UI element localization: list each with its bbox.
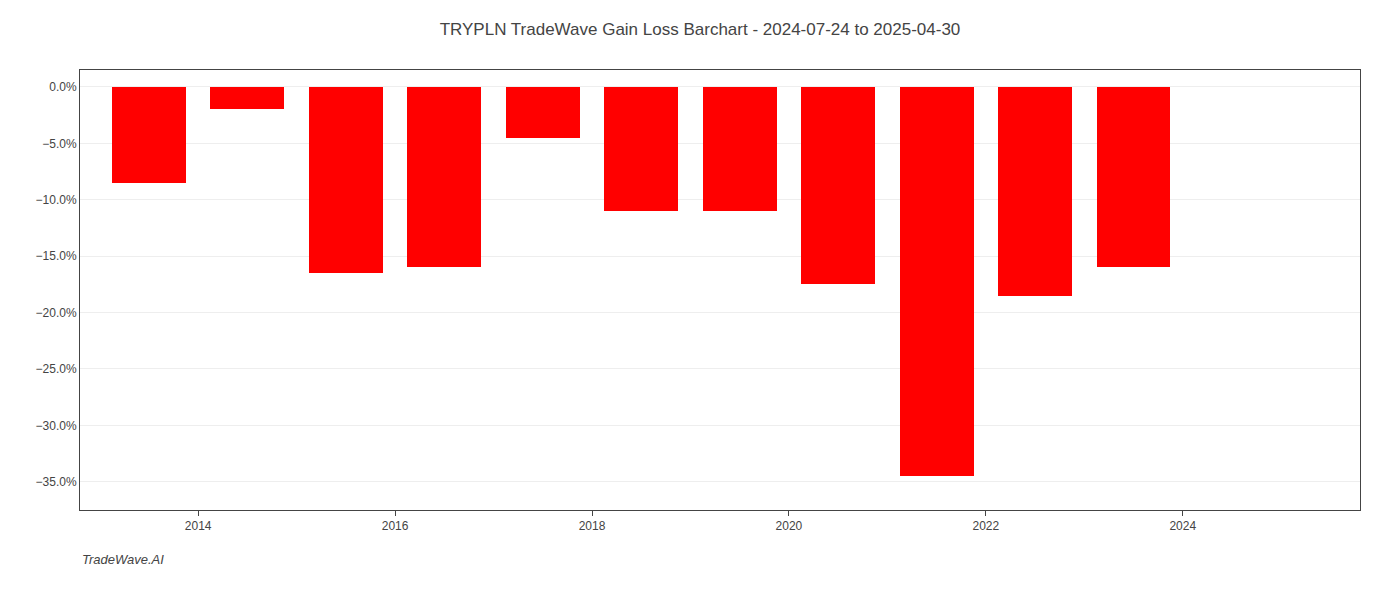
svg-text:TRYPLN TradeWave Gain Loss Bar: TRYPLN TradeWave Gain Loss Barchart - 20… <box>440 20 961 39</box>
svg-text:−30.0%: −30.0% <box>36 419 77 433</box>
svg-text:−5.0%: −5.0% <box>42 137 77 151</box>
svg-text:2014: 2014 <box>185 519 212 533</box>
svg-text:−25.0%: −25.0% <box>36 362 77 376</box>
svg-text:2018: 2018 <box>579 519 606 533</box>
svg-text:2016: 2016 <box>382 519 409 533</box>
svg-text:2020: 2020 <box>776 519 803 533</box>
svg-text:TradeWave.AI: TradeWave.AI <box>82 552 164 567</box>
svg-text:2024: 2024 <box>1169 519 1196 533</box>
svg-text:0.0%: 0.0% <box>49 80 77 94</box>
svg-text:−20.0%: −20.0% <box>36 306 77 320</box>
svg-text:−15.0%: −15.0% <box>36 249 77 263</box>
svg-text:−35.0%: −35.0% <box>36 475 77 489</box>
svg-text:−10.0%: −10.0% <box>36 193 77 207</box>
svg-text:2022: 2022 <box>972 519 999 533</box>
